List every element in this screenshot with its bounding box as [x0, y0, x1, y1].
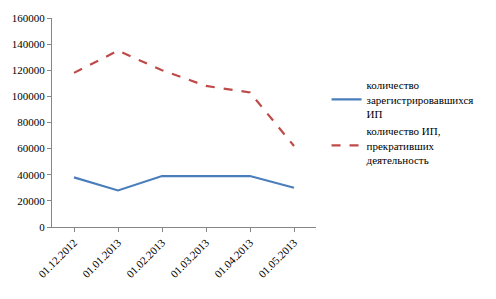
- svg-text:количествозарегистрировавшихся: количествозарегистрировавшихсяИП: [367, 79, 474, 120]
- svg-text:120000: 120000: [12, 64, 46, 76]
- svg-text:20000: 20000: [17, 195, 45, 207]
- svg-text:01.03.2013: 01.03.2013: [168, 236, 212, 280]
- svg-text:60000: 60000: [17, 142, 45, 154]
- svg-text:160000: 160000: [12, 12, 46, 24]
- svg-text:80000: 80000: [17, 116, 45, 128]
- svg-text:01.12.2012: 01.12.2012: [36, 237, 79, 280]
- svg-text:0: 0: [39, 221, 45, 233]
- svg-text:01.05.2013: 01.05.2013: [256, 236, 300, 280]
- svg-text:140000: 140000: [12, 38, 46, 50]
- svg-text:100000: 100000: [12, 90, 46, 102]
- svg-text:количество ИП,прекратившихдеят: количество ИП,прекратившихдеятельность: [367, 125, 441, 166]
- svg-text:40000: 40000: [17, 169, 45, 181]
- svg-text:01.04.2013: 01.04.2013: [212, 236, 256, 280]
- svg-text:01.01.2013: 01.01.2013: [80, 236, 124, 280]
- svg-text:01.02.2013: 01.02.2013: [124, 236, 168, 280]
